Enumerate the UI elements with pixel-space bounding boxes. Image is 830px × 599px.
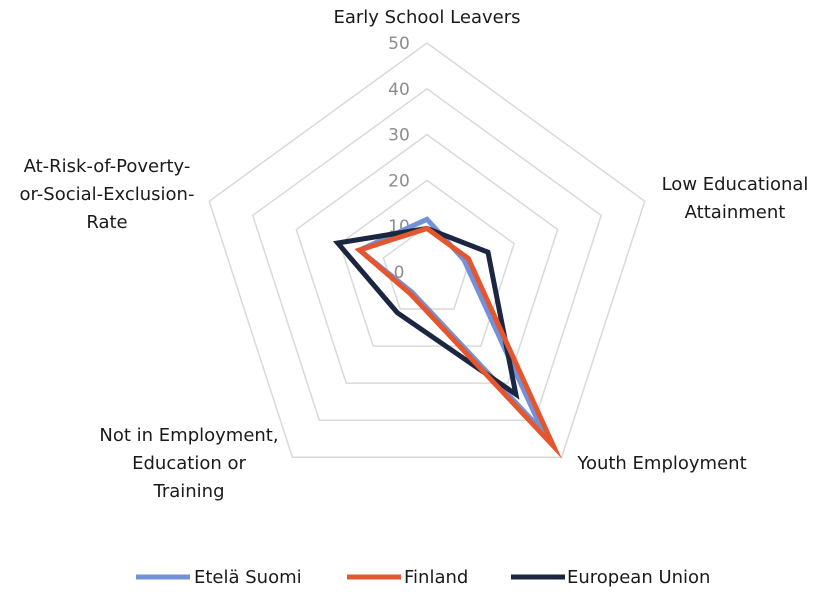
axis-label-line: Early School Leavers [334, 7, 521, 28]
series-line-european-union [332, 225, 520, 400]
axis-label-layer: Early School Leavers Low Educational Attai… [20, 7, 809, 502]
legend-item-european-union: European Union [511, 567, 710, 588]
axis-label-not-in-employment-education-or-training: Not in Employment, Education or Training [99, 425, 278, 502]
legend-item-etel-suomi: Etelä Suomi [136, 567, 302, 588]
axis-label-at-risk-of-poverty-or-social-exclusion-rate: At-Risk-of-Poverty-or-Social-Exclusion- R… [20, 156, 195, 233]
axis-label-line: At-Risk-of-Poverty- [24, 156, 191, 177]
axis-label-line: Education or [132, 453, 246, 474]
series-layer [332, 216, 563, 459]
grid-ring-20 [338, 179, 516, 347]
legend-label: European Union [567, 567, 710, 588]
legend-label: Etelä Suomi [194, 567, 302, 588]
axis-label-line: Not in Employment, [99, 425, 278, 446]
axis-label-line: Attainment [685, 202, 786, 223]
tick-label-0: 0 [394, 263, 405, 283]
axis-label-line: Low Educational [662, 174, 809, 195]
legend: Etelä Suomi Finland European Union [136, 567, 710, 588]
series-line-finland [354, 225, 563, 459]
grid-layer [208, 42, 646, 459]
axis-label-line: or-Social-Exclusion- [20, 184, 195, 205]
legend-label: Finland [404, 567, 468, 588]
axis-label-early-school-leavers: Early School Leavers [334, 7, 521, 28]
tick-label-20: 20 [388, 171, 410, 191]
tick-label-40: 40 [388, 80, 410, 100]
axis-label-line: Rate [86, 212, 127, 233]
grid-ring-50 [208, 42, 646, 459]
axis-label-line: Training [152, 481, 224, 502]
series-line-etel-suomi [354, 216, 552, 445]
grid-ring-40 [251, 87, 603, 421]
tick-label-50: 50 [388, 34, 410, 54]
grid-ring-30 [295, 133, 559, 384]
axis-label-line: Youth Employment [576, 453, 746, 474]
legend-item-finland: Finland [347, 567, 468, 588]
axis-label-youth-employment: Youth Employment [576, 453, 746, 474]
axis-label-low-educational-attainment: Low Educational Attainment [662, 174, 809, 223]
tick-label-30: 30 [388, 126, 410, 146]
